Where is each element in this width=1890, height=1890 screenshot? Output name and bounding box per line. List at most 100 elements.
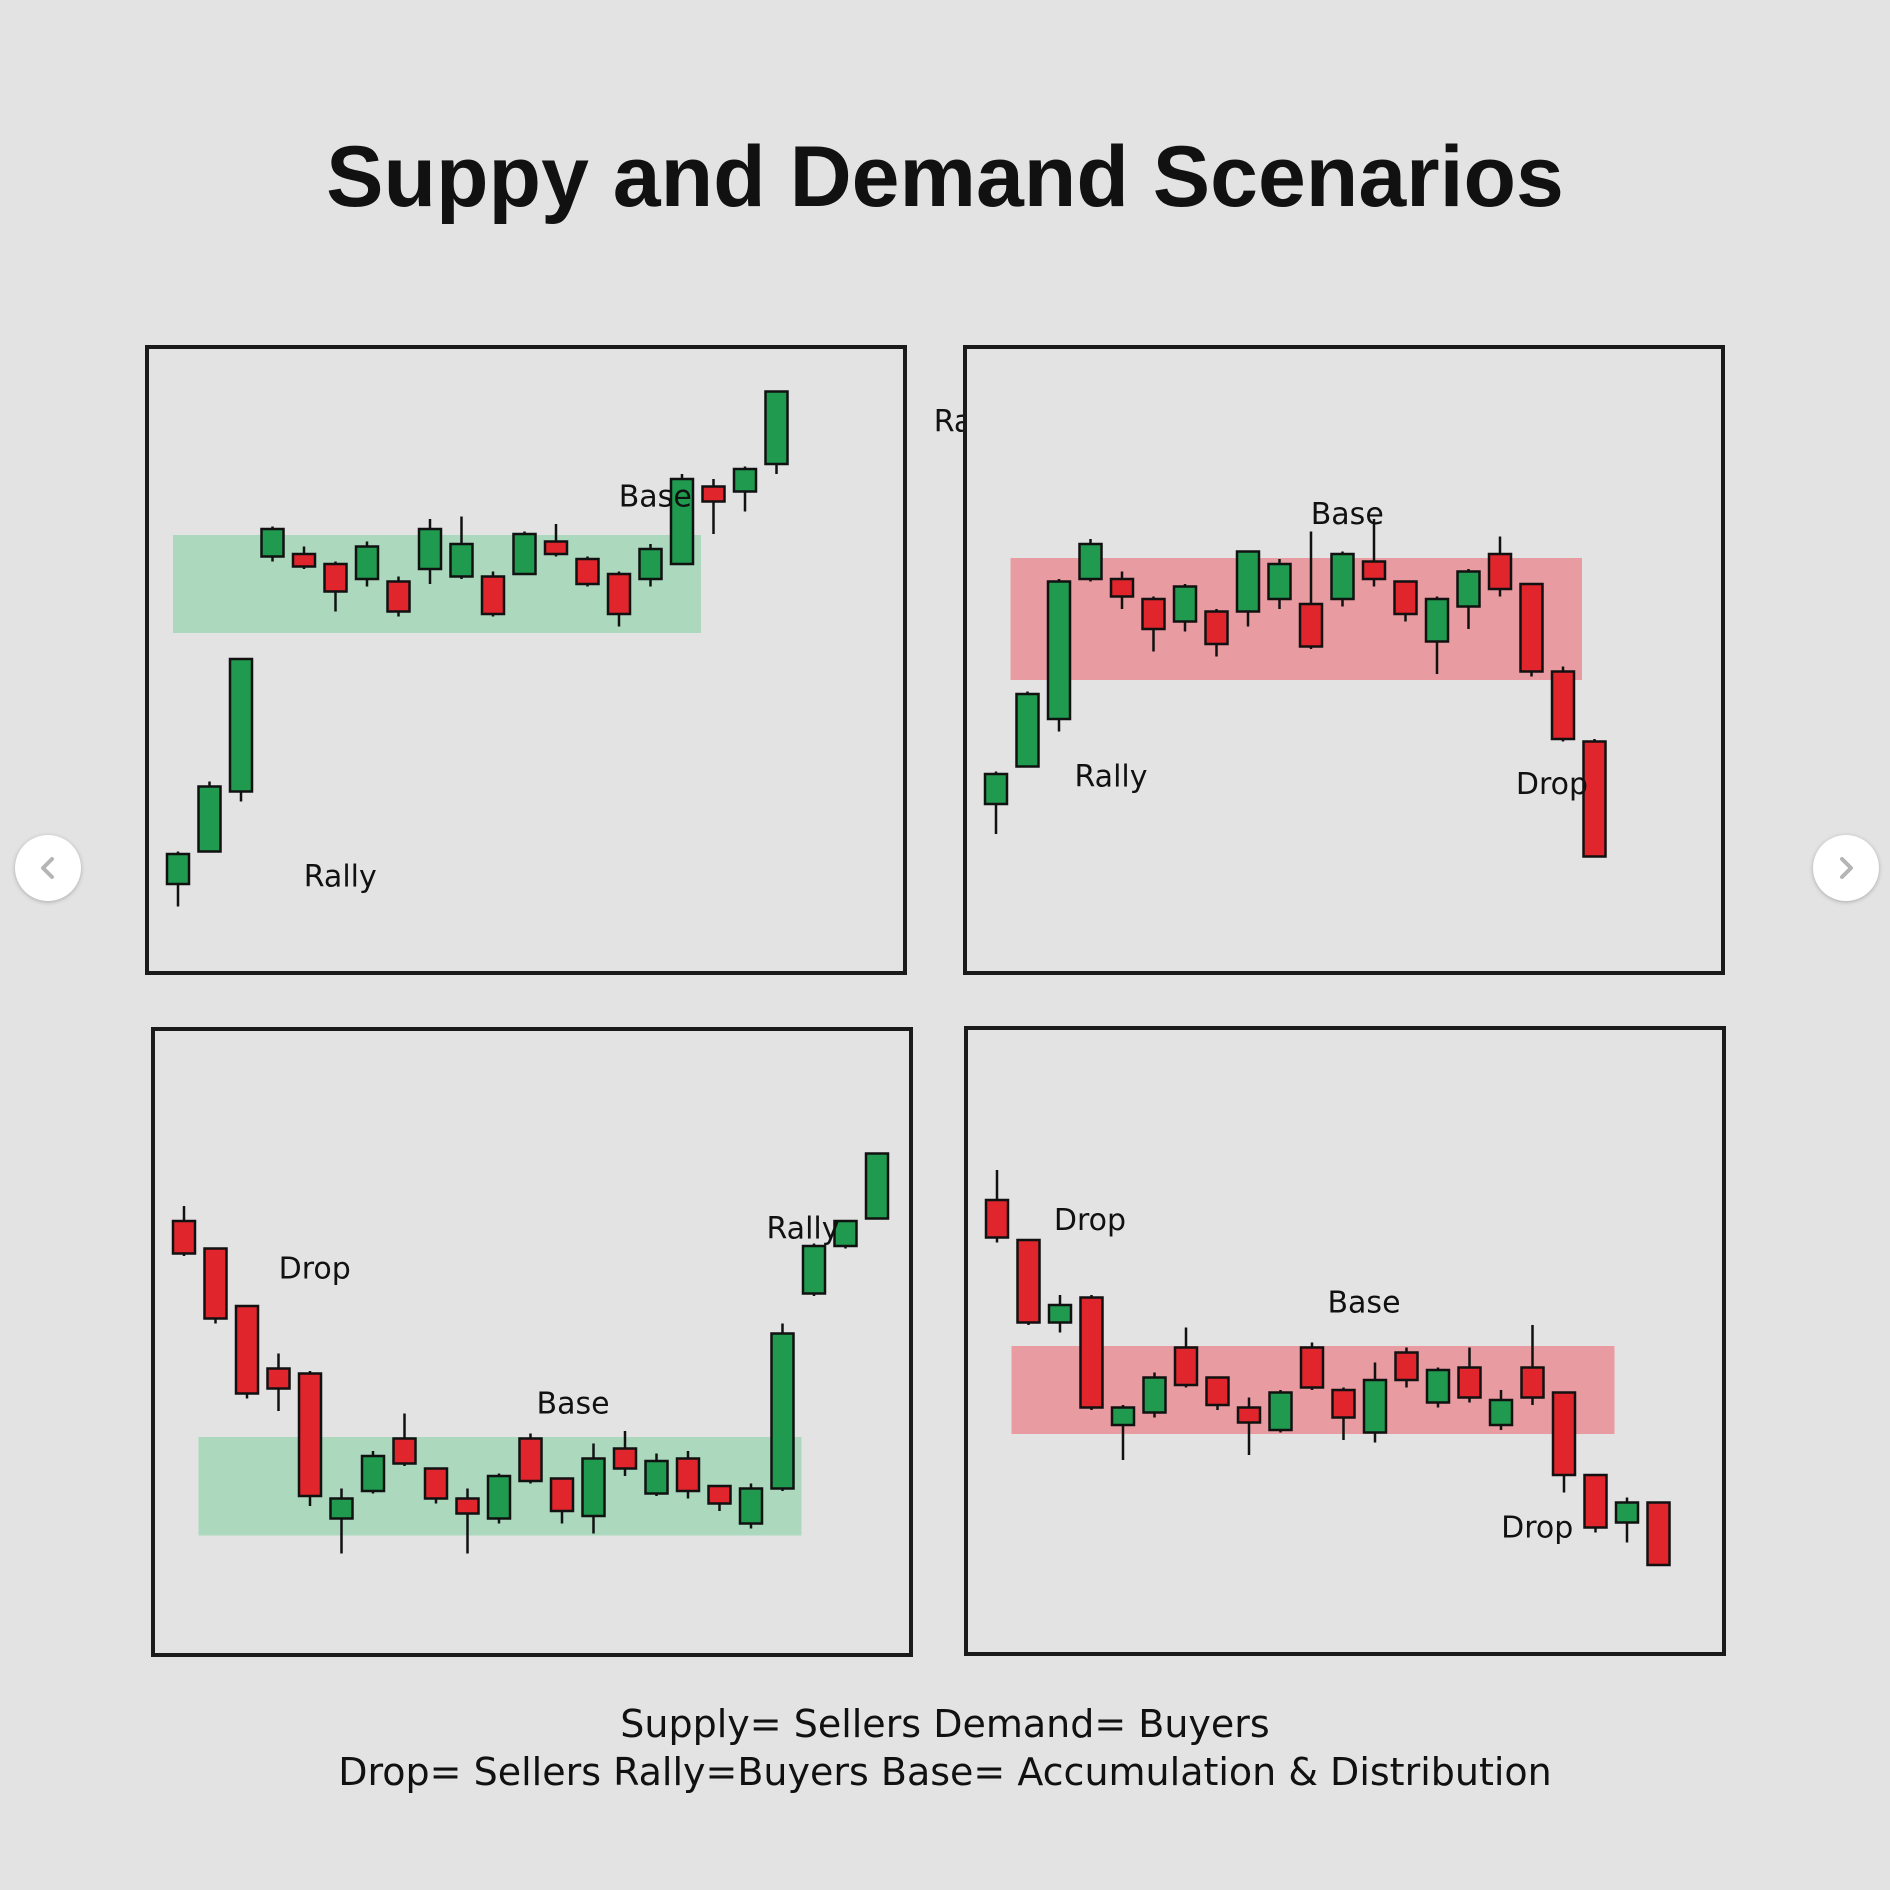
candle-body: [575, 557, 600, 586]
candle-body: [1046, 580, 1072, 721]
candle-body: [1236, 1406, 1262, 1424]
bullish-candle: [512, 531, 537, 576]
candle-body: [1519, 582, 1544, 673]
bearish-candle: [392, 1413, 417, 1466]
candle-body: [197, 785, 222, 853]
chevron-right-icon: [1840, 857, 1853, 879]
bearish-candle: [1204, 609, 1229, 657]
label-rally: Rally: [767, 1212, 840, 1247]
candle-body: [323, 562, 348, 593]
bearish-candle: [291, 546, 317, 569]
candle-body: [329, 1497, 354, 1520]
candle-body: [1267, 562, 1292, 601]
candle-body: [864, 1152, 890, 1220]
label-drop: Drop: [1516, 767, 1588, 802]
bearish-candle: [612, 1431, 638, 1476]
candle-body: [1520, 1366, 1545, 1399]
bullish-candle: [1425, 1367, 1451, 1408]
bearish-candle: [297, 1371, 323, 1506]
bullish-candle: [417, 519, 443, 584]
bearish-candle: [1550, 666, 1576, 742]
bearish-candle: [1551, 1391, 1577, 1493]
bearish-candle: [1079, 1295, 1104, 1410]
candle-body: [701, 485, 726, 503]
bearish-candle: [1016, 1238, 1041, 1325]
candle-body: [1109, 577, 1135, 598]
candle-body: [669, 477, 695, 566]
candle-body: [612, 1447, 638, 1470]
candle-body: [1078, 542, 1103, 581]
candle-body: [1583, 1473, 1608, 1529]
candle-body: [764, 390, 789, 466]
candle-body: [1047, 1303, 1073, 1324]
candlestick-chart: Base Rally Drop: [983, 497, 1607, 858]
bullish-candle: [197, 781, 222, 853]
bullish-candle: [1268, 1390, 1293, 1433]
bearish-candle: [386, 576, 411, 617]
candle-body: [291, 552, 317, 568]
label-base: Base: [537, 1387, 610, 1422]
bullish-candle: [1142, 1372, 1167, 1418]
candle-body: [455, 1497, 480, 1515]
bearish-candle: [423, 1467, 449, 1504]
candle-body: [1172, 585, 1198, 623]
candle-body: [1173, 1346, 1199, 1387]
bearish-candle: [518, 1433, 543, 1484]
candle-body: [1487, 552, 1513, 591]
candlestick-chart: RallyBaseRally: [165, 390, 1007, 907]
chart-panel-drop-base-rally: Drop Base Rally: [151, 1027, 913, 1657]
candle-body: [423, 1467, 449, 1500]
bullish-candle: [1235, 550, 1261, 627]
bullish-candle: [1110, 1405, 1136, 1460]
candle-body: [638, 547, 663, 581]
bullish-candle: [833, 1219, 858, 1249]
candle-body: [1079, 1296, 1104, 1409]
bearish-candle: [707, 1484, 732, 1511]
candle-body: [1331, 1388, 1356, 1419]
candle-body: [1015, 692, 1040, 768]
candle-body: [1456, 570, 1481, 608]
candle-body: [1142, 1376, 1167, 1414]
candle-body: [833, 1219, 858, 1248]
candle-body: [1488, 1398, 1514, 1427]
bearish-candle: [203, 1247, 228, 1324]
bullish-candle: [738, 1483, 764, 1529]
bullish-candle: [983, 771, 1009, 834]
candle-body: [549, 1477, 575, 1513]
previous-button[interactable]: [15, 835, 81, 901]
supply-zone: [1010, 558, 1582, 680]
candlestick-chart: Drop Base Rally: [171, 1152, 890, 1554]
candle-body: [1204, 610, 1229, 646]
bullish-candle: [1015, 691, 1040, 768]
candle-body: [1551, 1391, 1577, 1477]
bullish-candle: [354, 541, 380, 587]
candle-body: [171, 1219, 197, 1255]
candle-body: [266, 1367, 291, 1390]
candle-body: [234, 1304, 260, 1395]
candle-body: [581, 1457, 606, 1518]
candle-body: [801, 1244, 827, 1295]
next-button[interactable]: [1813, 835, 1879, 901]
bullish-candle: [764, 390, 789, 474]
label-drop: Drop: [1054, 1203, 1126, 1238]
chevron-left-icon: [41, 857, 54, 879]
bullish-candle: [801, 1243, 827, 1296]
bearish-candle: [575, 556, 600, 587]
label-drop: Drop: [1501, 1511, 1573, 1546]
bearish-candle: [701, 479, 726, 534]
candle-body: [644, 1459, 669, 1495]
bearish-candle: [234, 1304, 260, 1399]
bearish-candle: [1393, 580, 1418, 622]
legend-footer: Supply= Sellers Demand= Buyers Drop= Sel…: [0, 1700, 1890, 1796]
label-rally: Rally: [1075, 760, 1148, 795]
candle-body: [1424, 597, 1450, 643]
candle-body: [1425, 1368, 1451, 1404]
candle-body: [1268, 1391, 1293, 1432]
bearish-candle: [1109, 571, 1135, 609]
bullish-candle: [638, 544, 663, 587]
candle-body: [1457, 1366, 1482, 1399]
bullish-candle: [1047, 1295, 1073, 1333]
bearish-candle: [455, 1488, 480, 1554]
bullish-candle: [864, 1152, 890, 1220]
candle-body: [606, 572, 632, 616]
